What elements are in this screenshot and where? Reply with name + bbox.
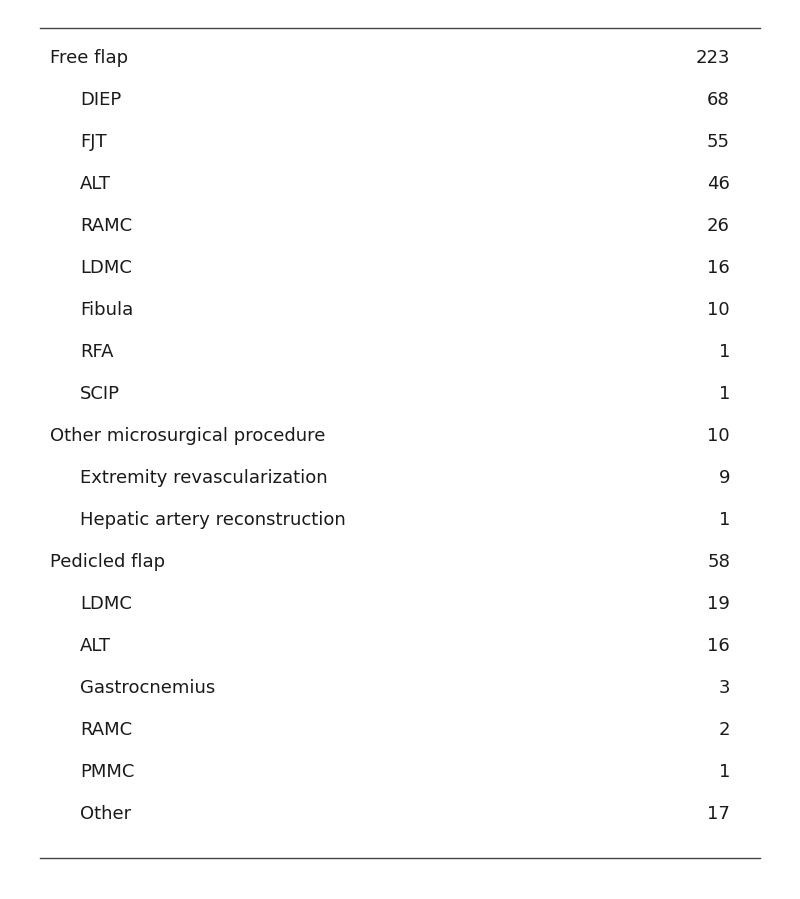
Text: 10: 10 (707, 427, 730, 445)
Text: Other microsurgical procedure: Other microsurgical procedure (50, 427, 326, 445)
Text: Other: Other (80, 805, 131, 823)
Text: 68: 68 (707, 91, 730, 109)
Text: 223: 223 (695, 49, 730, 67)
Text: 1: 1 (718, 763, 730, 781)
Text: ALT: ALT (80, 175, 111, 193)
Text: LDMC: LDMC (80, 259, 132, 277)
Text: Extremity revascularization: Extremity revascularization (80, 469, 328, 487)
Text: RAMC: RAMC (80, 721, 132, 739)
Text: Gastrocnemius: Gastrocnemius (80, 679, 215, 697)
Text: 19: 19 (707, 595, 730, 613)
Text: 1: 1 (718, 511, 730, 529)
Text: DIEP: DIEP (80, 91, 122, 109)
Text: 55: 55 (707, 133, 730, 151)
Text: 16: 16 (707, 259, 730, 277)
Text: 3: 3 (718, 679, 730, 697)
Text: LDMC: LDMC (80, 595, 132, 613)
Text: 16: 16 (707, 637, 730, 655)
Text: 58: 58 (707, 553, 730, 571)
Text: PMMC: PMMC (80, 763, 134, 781)
Text: Pedicled flap: Pedicled flap (50, 553, 165, 571)
Text: 1: 1 (718, 385, 730, 403)
Text: 1: 1 (718, 343, 730, 361)
Text: 10: 10 (707, 301, 730, 319)
Text: 2: 2 (718, 721, 730, 739)
Text: 46: 46 (707, 175, 730, 193)
Text: Free flap: Free flap (50, 49, 128, 67)
Text: SCIP: SCIP (80, 385, 120, 403)
Text: RFA: RFA (80, 343, 114, 361)
Text: 9: 9 (718, 469, 730, 487)
Text: Fibula: Fibula (80, 301, 134, 319)
Text: FJT: FJT (80, 133, 106, 151)
Text: 17: 17 (707, 805, 730, 823)
Text: RAMC: RAMC (80, 217, 132, 235)
Text: 26: 26 (707, 217, 730, 235)
Text: Hepatic artery reconstruction: Hepatic artery reconstruction (80, 511, 346, 529)
Text: ALT: ALT (80, 637, 111, 655)
